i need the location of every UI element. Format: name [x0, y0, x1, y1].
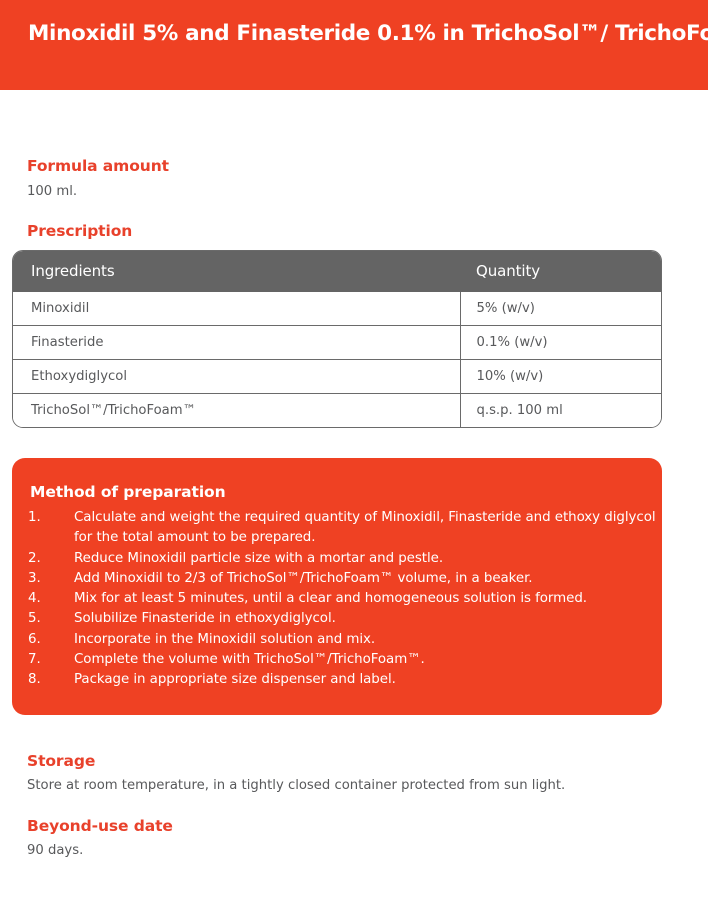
- table-row: Minoxidil 5% (w/v): [13, 292, 661, 326]
- page-title: Minoxidil 5% and Finasteride 0.1% in Tri…: [28, 21, 708, 46]
- prescription-heading: Prescription: [27, 222, 133, 240]
- storage-value: Store at room temperature, in a tightly …: [27, 778, 566, 793]
- table-row: Finasteride 0.1% (w/v): [13, 325, 661, 360]
- cell-ingredient: TrichoSol™/TrichoFoam™: [13, 393, 460, 427]
- cell-ingredient: Minoxidil: [13, 292, 460, 326]
- beyond-use-date-heading: Beyond-use date: [27, 817, 173, 835]
- cell-ingredient: Ethoxydiglycol: [13, 359, 460, 394]
- table-row: Ethoxydiglycol 10% (w/v): [13, 359, 661, 394]
- table-body: Minoxidil 5% (w/v) Finasteride 0.1% (w/v…: [13, 292, 661, 427]
- header-banner: Minoxidil 5% and Finasteride 0.1% in Tri…: [0, 0, 708, 90]
- cell-quantity: 5% (w/v): [459, 292, 661, 326]
- method-step: Add Minoxidil to 2/3 of TrichoSol™/Trich…: [28, 569, 533, 590]
- method-step: Mix for at least 5 minutes, until a clea…: [28, 589, 587, 610]
- method-step: Calculate and weight the required quanti…: [28, 508, 656, 546]
- method-of-preparation-card: Method of preparation Calculate and weig…: [12, 458, 662, 715]
- beyond-use-date-value: 90 days.: [27, 843, 84, 858]
- method-step: Solubilize Finasteride in ethoxydiglycol…: [28, 609, 336, 630]
- table-header-row: Ingredients Quantity: [13, 251, 661, 292]
- column-header-quantity: Quantity: [460, 251, 661, 292]
- cell-quantity: q.s.p. 100 ml: [459, 393, 661, 427]
- method-step: Incorporate in the Minoxidil solution an…: [28, 630, 376, 651]
- table-header: Ingredients Quantity: [13, 251, 661, 292]
- method-step: Complete the volume with TrichoSol™/Tric…: [28, 650, 425, 671]
- cell-quantity: 0.1% (w/v): [459, 325, 661, 360]
- formula-amount-value: 100 ml.: [27, 184, 78, 199]
- method-step: Reduce Minoxidil particle size with a mo…: [28, 549, 444, 570]
- storage-heading: Storage: [27, 752, 96, 770]
- table-row: TrichoSol™/TrichoFoam™ q.s.p. 100 ml: [13, 393, 661, 427]
- formula-amount-heading: Formula amount: [27, 157, 169, 175]
- column-header-ingredients: Ingredients: [13, 251, 460, 292]
- prescription-table-container: Ingredients Quantity Minoxidil 5% (w/v) …: [12, 250, 662, 428]
- method-of-preparation-heading: Method of preparation: [30, 483, 226, 501]
- cell-quantity: 10% (w/v): [459, 359, 661, 394]
- prescription-table: Ingredients Quantity Minoxidil 5% (w/v) …: [13, 251, 661, 427]
- cell-ingredient: Finasteride: [13, 325, 460, 360]
- method-steps-list: Calculate and weight the required quanti…: [28, 508, 662, 691]
- method-step: Package in appropriate size dispenser an…: [28, 670, 396, 691]
